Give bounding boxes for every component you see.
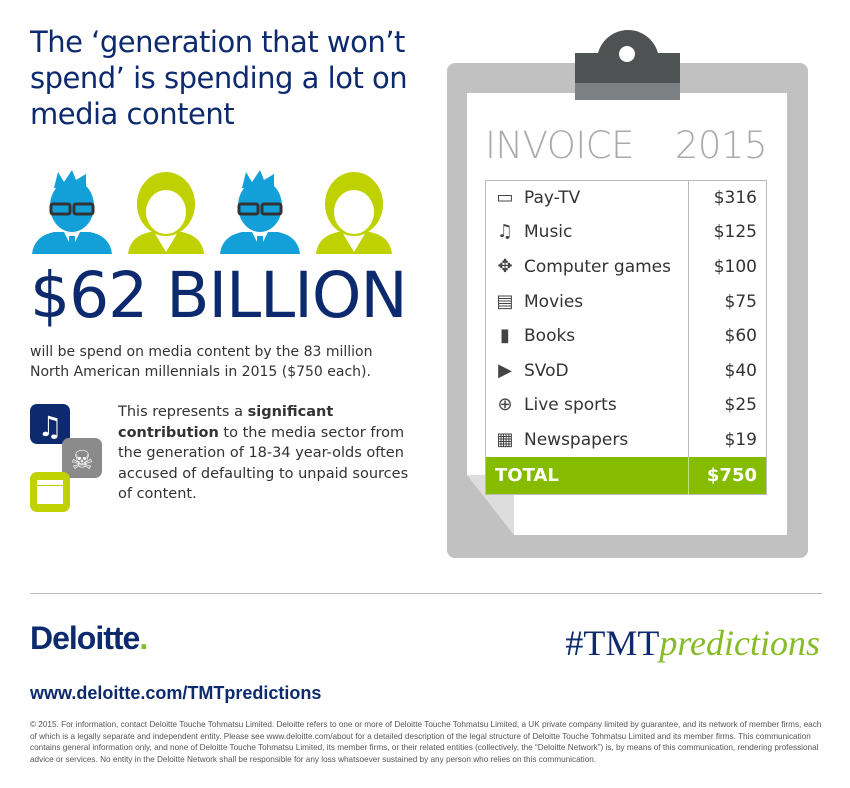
item-value: $125: [688, 215, 767, 250]
basketball-icon: ⊕: [497, 394, 513, 416]
invoice-table: ▭ Pay-TV $316 ♫ Music $125 ✥ Computer games $100…: [485, 180, 767, 495]
item-cell: ▭ Pay-TV: [486, 181, 689, 216]
item-cell: ▶ SVoD: [486, 353, 689, 388]
millennials-illustration: [28, 168, 398, 254]
item-label: Books: [524, 326, 576, 347]
invoice-header: INVOICE 2015: [485, 124, 768, 167]
invoice-row: ▶ SVoD $40: [486, 353, 767, 389]
contribution-text: This represents a significant contributi…: [118, 402, 418, 505]
female-avatar-icon: [128, 172, 204, 254]
total-value: $750: [688, 457, 767, 495]
invoice-row: ♫ Music $125: [486, 215, 767, 250]
item-label: Newspapers: [524, 429, 629, 450]
invoice-row: ⊕ Live sports $25: [486, 388, 767, 423]
tv-icon: ▭: [496, 187, 514, 209]
divider: [30, 593, 822, 594]
headline-amount: $62 BILLION: [30, 259, 408, 332]
male-avatar-icon: [220, 170, 300, 254]
invoice-title: INVOICE: [485, 124, 635, 167]
desc-pre: This represents a: [118, 404, 248, 420]
hashtag-tmt: #TMT: [565, 623, 660, 663]
desc-post: to the media sector from the generation …: [118, 424, 409, 503]
deloitte-logo: Deloitte.: [30, 620, 148, 657]
item-label: SVoD: [524, 360, 569, 381]
item-label: Live sports: [524, 395, 617, 416]
clip-band: [575, 83, 680, 100]
item-value: $40: [688, 353, 767, 389]
invoice-year: 2015: [674, 124, 768, 167]
item-cell: ✥ Computer games: [486, 250, 689, 285]
logo-text: Deloitte: [30, 620, 140, 656]
svg-text:♫: ♫: [37, 410, 62, 443]
logo-dot: .: [139, 620, 148, 656]
clapperboard-icon: [30, 472, 70, 512]
item-value: $100: [688, 249, 767, 285]
skull-icon: ☠: [62, 438, 102, 478]
item-value: $25: [688, 388, 767, 423]
hashtag-predictions: predictions: [659, 623, 820, 663]
female-avatar-icon: [316, 172, 392, 254]
desc-bold: significant contribution: [118, 404, 334, 441]
item-value: $60: [688, 318, 767, 354]
hashtag: #TMTpredictions: [565, 622, 820, 664]
book-icon: ▮: [500, 325, 510, 347]
item-label: Computer games: [524, 256, 671, 277]
media-icons-cluster: ♫ ☠: [30, 404, 102, 512]
invoice-row: ▭ Pay-TV $316: [486, 180, 767, 216]
music-icon: ♫: [30, 404, 70, 444]
item-cell: ▮ Books: [486, 319, 689, 354]
item-cell: ⊕ Live sports: [486, 388, 689, 423]
clapperboard-icon: ▤: [496, 290, 514, 312]
item-value: $75: [688, 284, 767, 319]
item-label: Movies: [524, 291, 584, 312]
item-label: Pay-TV: [524, 188, 581, 209]
item-cell: ▤ Movies: [486, 284, 689, 319]
item-label: Music: [524, 222, 573, 243]
total-label: TOTAL: [485, 457, 689, 495]
item-cell: ▦ Newspapers: [486, 423, 689, 458]
item-value: $316: [688, 180, 767, 216]
invoice-row: ▤ Movies $75: [486, 284, 767, 319]
svg-text:☠: ☠: [70, 446, 93, 476]
legal-disclaimer: © 2015. For information, contact Deloitt…: [30, 720, 822, 764]
item-cell: ♫ Music: [486, 215, 689, 250]
newspaper-icon: ▦: [496, 428, 514, 450]
invoice-row: ▮ Books $60: [486, 318, 767, 354]
invoice-row: ▦ Newspapers $19: [486, 422, 767, 458]
total-row: TOTAL $750: [485, 457, 767, 495]
headline: The ‘generation that won’t spend’ is spe…: [30, 25, 408, 131]
play-icon: ▶: [498, 359, 512, 381]
amount-description: will be spend on media content by the 83…: [30, 344, 373, 380]
item-value: $19: [688, 422, 767, 458]
clip-hole: [619, 46, 635, 62]
gamepad-icon: ✥: [497, 255, 513, 277]
invoice-row: ✥ Computer games $100: [486, 249, 767, 285]
website-link[interactable]: www.deloitte.com/TMTpredictions: [30, 683, 322, 703]
male-avatar-icon: [32, 170, 112, 254]
music-icon: ♫: [496, 221, 514, 243]
